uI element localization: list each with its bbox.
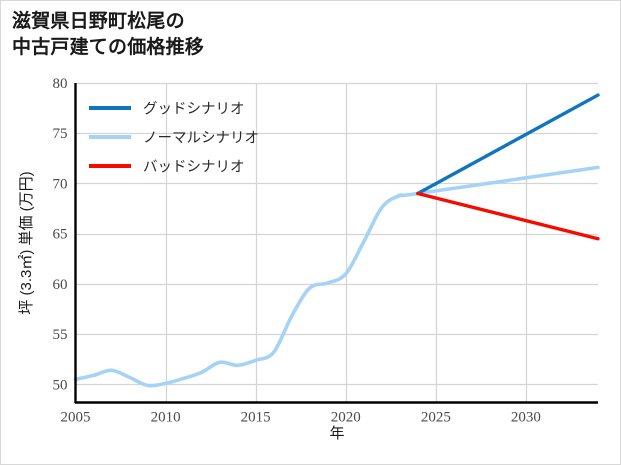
y-tick-label: 50 — [53, 377, 68, 393]
legend-label: グッドシナリオ — [143, 101, 245, 118]
y-tick-label: 75 — [53, 126, 68, 142]
y-tick-label: 70 — [53, 176, 68, 192]
gridlines — [75, 82, 598, 403]
series-line — [73, 165, 600, 388]
x-tick-label: 2030 — [511, 410, 541, 426]
x-tick-label: 2025 — [421, 410, 451, 426]
x-axis-title: 年 — [329, 425, 344, 442]
series-line — [416, 191, 600, 241]
x-tick-label: 2020 — [331, 410, 361, 426]
series-line — [416, 93, 600, 196]
y-tick-label: 60 — [53, 277, 68, 293]
x-tick-labels: 2005 2010 2015 2020 2025 2030 — [61, 410, 541, 426]
x-tick-label: 2015 — [241, 410, 271, 426]
legend-label: バッドシナリオ — [143, 160, 245, 176]
series-lines — [73, 93, 600, 388]
x-tick-label: 2005 — [61, 410, 91, 426]
y-tick-labels: 50 55 60 65 70 75 80 — [53, 76, 68, 393]
legend-label: ノーマルシナリオ — [143, 131, 259, 147]
y-tick-label: 80 — [53, 76, 68, 92]
x-tick-label: 2010 — [151, 410, 181, 426]
y-axis-title: 坪 (3.3㎡) 単価 (万円) — [18, 171, 35, 314]
y-tick-label: 65 — [53, 227, 68, 243]
y-tick-label: 55 — [53, 327, 68, 343]
axis-lines — [74, 83, 598, 404]
page-title: 滋賀県日野町松尾の 中古戸建ての価格推移 — [12, 11, 205, 59]
